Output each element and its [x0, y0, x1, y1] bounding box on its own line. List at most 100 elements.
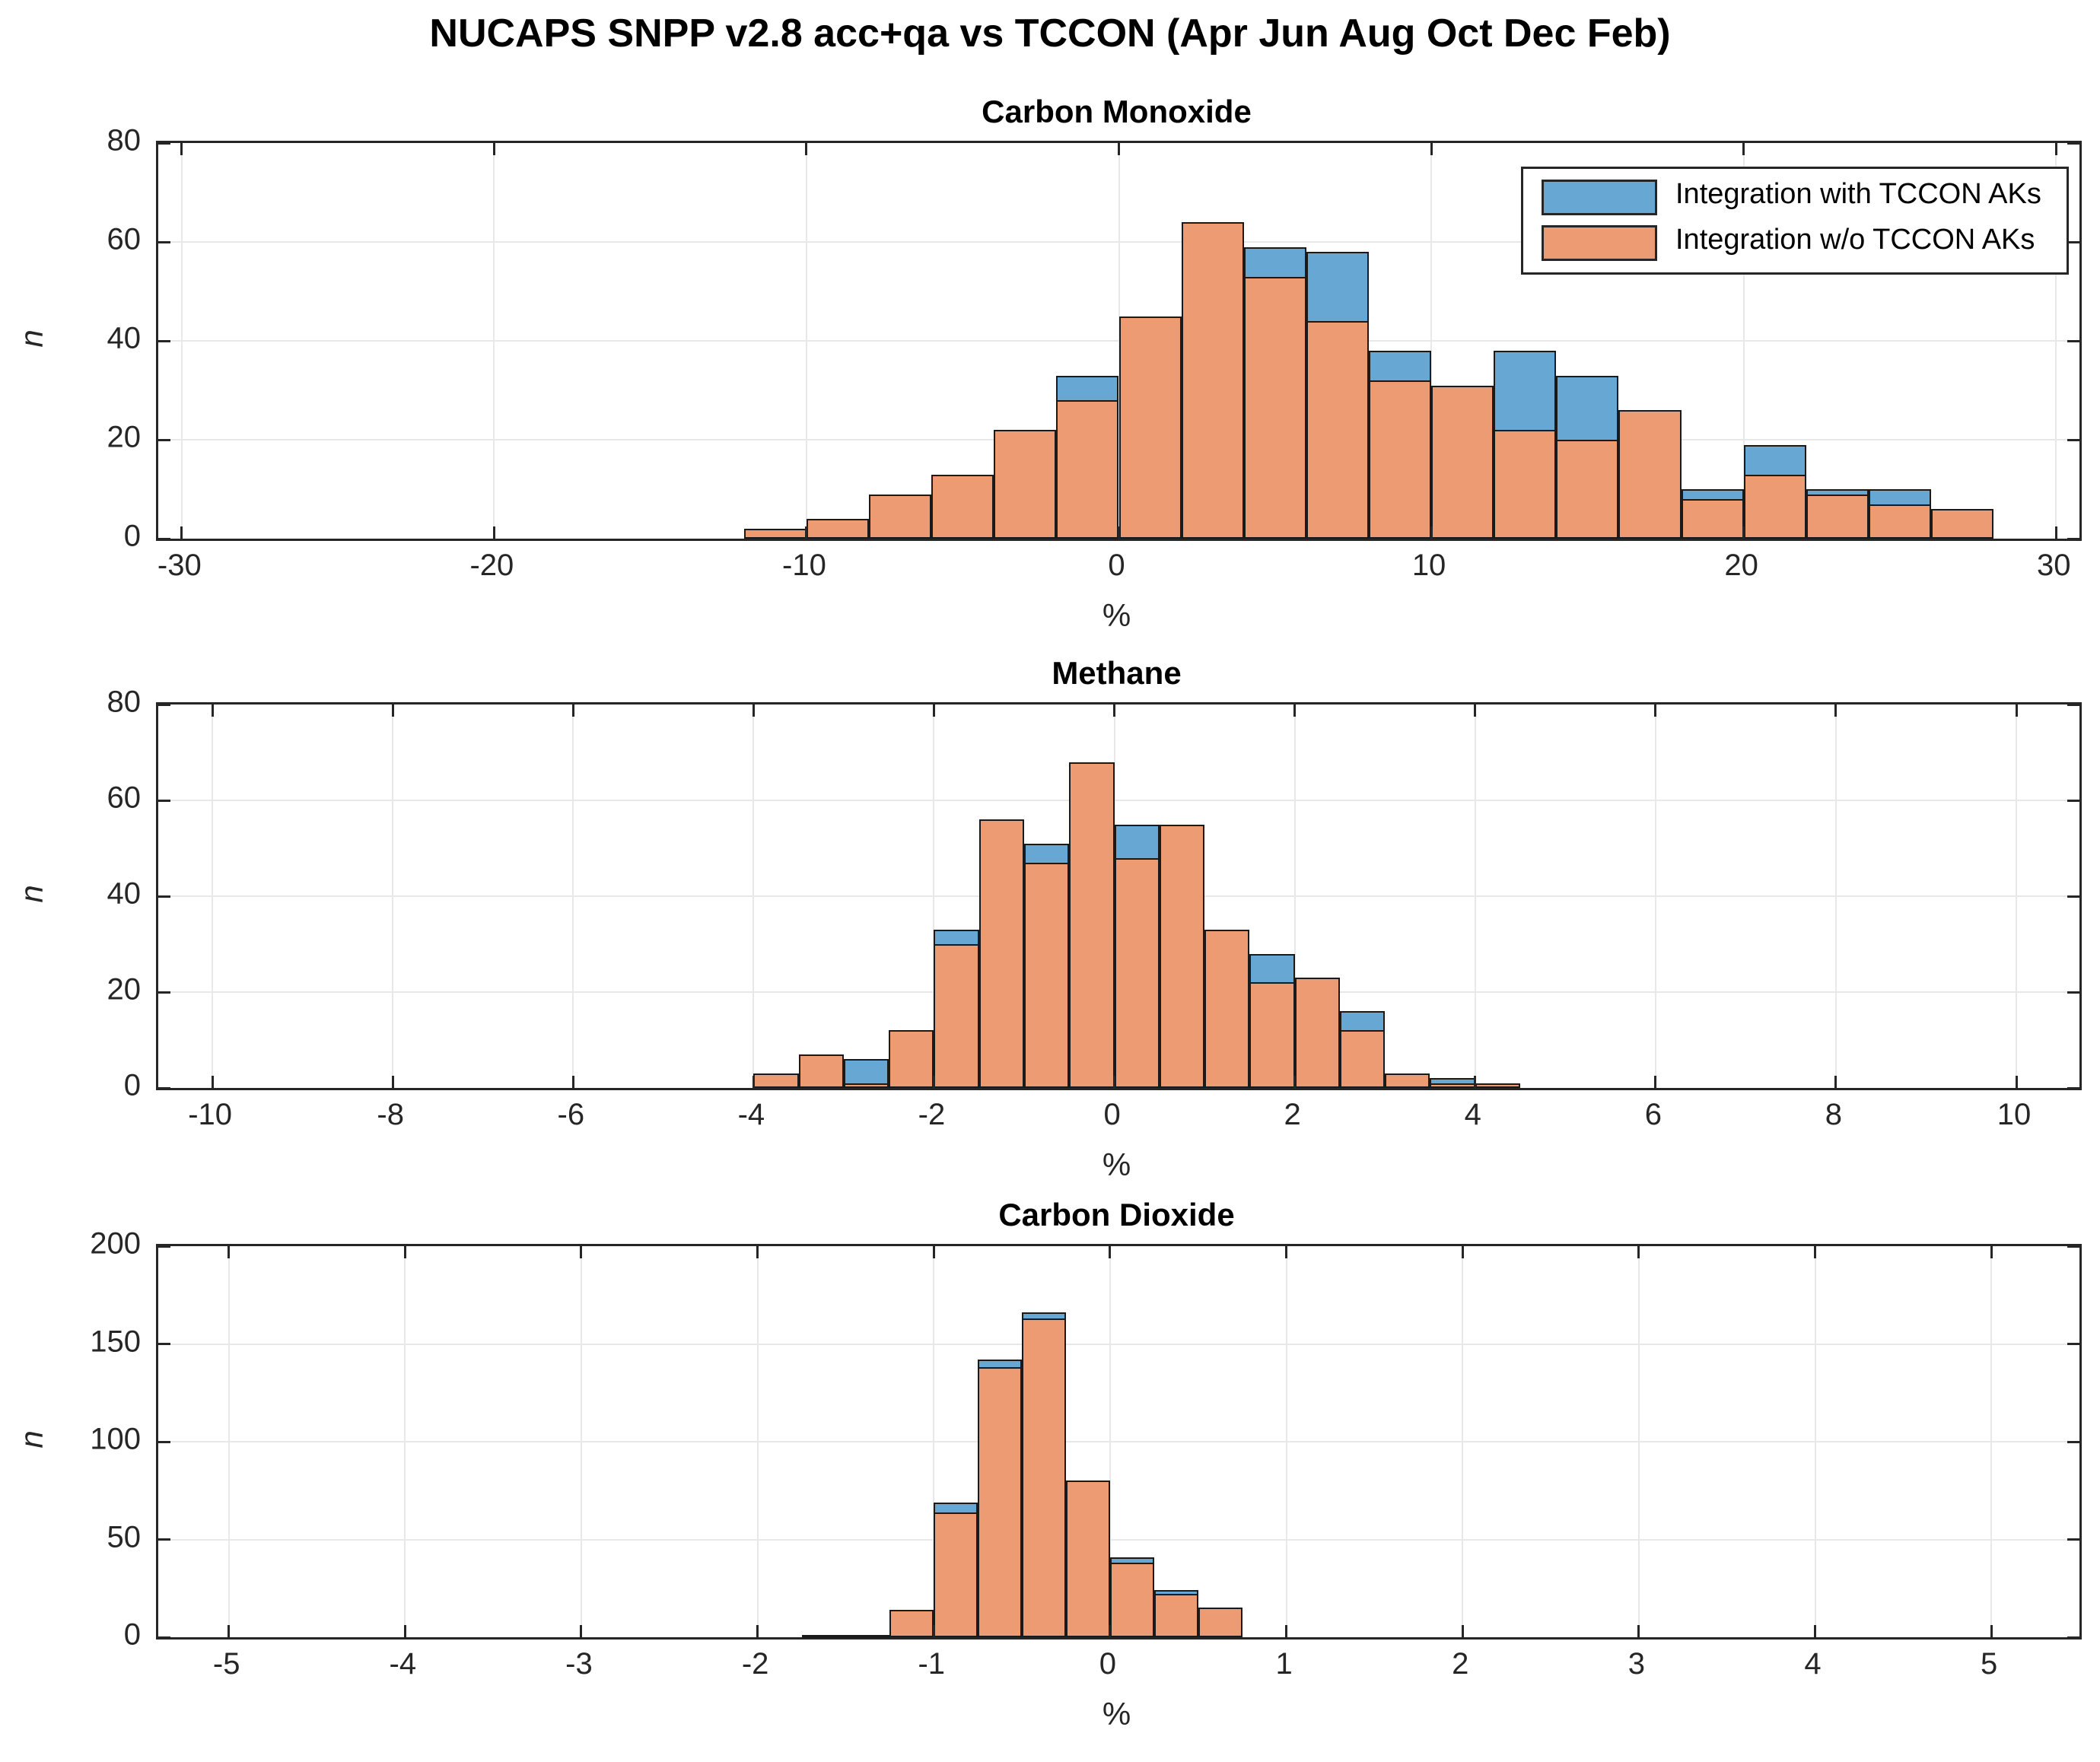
y-tick-label: 20	[107, 420, 142, 454]
y-tick-mark	[158, 339, 170, 342]
x-tick-mark	[211, 704, 214, 717]
x-tick-mark	[571, 704, 574, 717]
legend-label: Integration with TCCON AKs	[1675, 178, 2041, 210]
y-gridline	[158, 1441, 2079, 1442]
histogram-bar-without-aks	[869, 494, 932, 539]
x-tick-mark	[1637, 1625, 1640, 1637]
y-tick-mark	[158, 1440, 170, 1443]
x-tick-label: -4	[389, 1647, 417, 1681]
x-tick-label: 10	[1997, 1098, 2032, 1131]
x-tick-label: -20	[469, 549, 514, 582]
y-tick-mark	[2067, 240, 2079, 243]
histogram-bar-without-aks	[1430, 1083, 1475, 1088]
histogram-bar-without-aks	[889, 1030, 934, 1088]
x-tick-mark	[805, 143, 808, 155]
histogram-bar-without-aks	[1022, 1318, 1066, 1637]
y-tick-label: 0	[123, 1068, 141, 1102]
plot-area	[156, 1244, 2082, 1640]
histogram-bar-without-aks	[1385, 1073, 1430, 1088]
x-tick-mark	[1113, 1076, 1116, 1088]
x-tick-mark	[1637, 1246, 1640, 1258]
x-gridline	[1990, 1246, 1993, 1637]
histogram-bar-without-aks	[1159, 824, 1205, 1088]
x-gridline	[1474, 704, 1476, 1088]
x-gridline	[2016, 704, 2018, 1088]
x-tick-label: 4	[1464, 1098, 1481, 1131]
y-gridline	[158, 1538, 2079, 1541]
y-tick-label: 100	[90, 1422, 141, 1456]
x-gridline	[2055, 143, 2057, 539]
y-tick-label: 200	[90, 1226, 141, 1261]
x-tick-mark	[1430, 143, 1433, 155]
histogram-bar-without-aks	[1475, 1083, 1521, 1088]
x-tick-mark	[1293, 1076, 1297, 1088]
figure-title: NUCAPS SNPP v2.8 acc+qa vs TCCON (Apr Ju…	[429, 11, 1671, 56]
y-tick-mark	[2067, 895, 2079, 898]
x-tick-mark	[932, 1246, 935, 1258]
x-gridline	[493, 143, 495, 539]
histogram-bar-without-aks	[1618, 410, 1682, 539]
x-tick-label: 20	[1724, 549, 1758, 582]
y-tick-label: 40	[107, 876, 142, 911]
y-tick-mark	[2067, 991, 2079, 994]
x-tick-mark	[2015, 1076, 2018, 1088]
x-tick-label: -1	[918, 1647, 946, 1681]
x-tick-mark	[580, 1246, 583, 1258]
x-tick-mark	[752, 1076, 755, 1088]
x-tick-mark	[932, 704, 935, 717]
x-gridline	[212, 704, 214, 1088]
y-tick-mark	[158, 142, 170, 145]
x-gridline	[1109, 1246, 1111, 1637]
x-tick-mark	[1109, 1625, 1112, 1637]
x-gridline	[933, 1246, 935, 1637]
x-gridline	[572, 704, 574, 1088]
y-tick-mark	[158, 703, 170, 706]
y-tick-mark	[2067, 1538, 2079, 1541]
y-tick-mark	[2067, 142, 2079, 145]
y-tick-mark	[2067, 438, 2079, 441]
x-gridline	[180, 143, 183, 539]
legend-item: Integration with TCCON AKs	[1523, 175, 2067, 221]
y-gridline	[158, 800, 2079, 801]
x-tick-label: -2	[918, 1098, 946, 1131]
histogram-bar-without-aks	[1024, 862, 1070, 1088]
x-tick-mark	[1834, 1076, 1838, 1088]
x-tick-mark	[1474, 1076, 1477, 1088]
histogram-bar-without-aks	[978, 819, 1025, 1088]
x-tick-mark	[1285, 1246, 1288, 1258]
x-tick-mark	[1814, 1625, 1817, 1637]
x-tick-label: 1	[1275, 1647, 1293, 1681]
y-tick-label: 20	[107, 972, 142, 1007]
x-gridline	[1293, 704, 1296, 1088]
x-tick-mark	[1990, 1625, 1993, 1637]
x-tick-mark	[2054, 143, 2057, 155]
x-tick-mark	[932, 1625, 935, 1637]
x-tick-mark	[180, 143, 183, 155]
histogram-bar-without-aks	[1368, 380, 1432, 539]
x-tick-mark	[2015, 704, 2018, 717]
y-tick-mark	[2067, 1245, 2079, 1248]
y-tick-mark	[158, 1343, 170, 1345]
x-gridline	[805, 143, 807, 539]
histogram-bar-without-aks	[1681, 499, 1744, 539]
legend-swatch-without-aks	[1542, 225, 1657, 261]
y-gridline	[158, 1343, 2079, 1345]
histogram-bar-without-aks	[798, 1054, 844, 1088]
x-tick-mark	[1109, 1246, 1112, 1258]
x-tick-label: 0	[1099, 1647, 1117, 1681]
y-tick-mark	[2067, 1086, 2079, 1089]
histogram-bar-without-aks	[1806, 494, 1869, 539]
x-tick-mark	[1834, 704, 1838, 717]
x-tick-mark	[805, 526, 808, 539]
histogram-bar-without-aks	[1930, 509, 1994, 539]
x-tick-label: -2	[741, 1647, 769, 1681]
x-gridline	[1285, 1246, 1287, 1637]
histogram-bar-without-aks	[1249, 982, 1295, 1088]
x-gridline	[392, 704, 394, 1088]
x-gridline	[404, 1246, 406, 1637]
histogram-bar-without-aks	[845, 1635, 890, 1639]
x-tick-mark	[1742, 526, 1745, 539]
subplot-title: Carbon Dioxide	[998, 1197, 1235, 1232]
y-tick-mark	[158, 895, 170, 898]
x-tick-mark	[1814, 1246, 1817, 1258]
